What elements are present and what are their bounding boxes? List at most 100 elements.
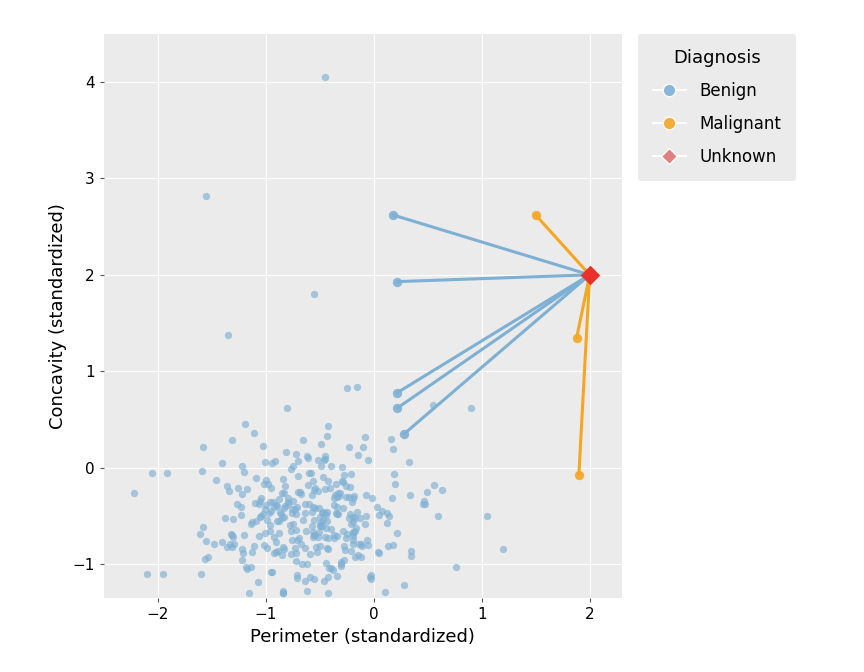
Point xyxy=(292,533,306,544)
Point xyxy=(417,495,431,506)
Point xyxy=(310,546,324,557)
Point xyxy=(293,487,307,498)
Point xyxy=(321,572,335,583)
Point xyxy=(321,542,334,553)
Point xyxy=(257,540,271,550)
Point xyxy=(314,439,328,450)
Point xyxy=(375,505,389,516)
Point xyxy=(254,493,268,503)
Point xyxy=(336,476,350,487)
Point xyxy=(337,541,351,552)
Point xyxy=(306,489,320,500)
Point xyxy=(302,499,316,509)
Point xyxy=(220,480,234,491)
Point xyxy=(321,588,334,599)
Point xyxy=(250,515,264,526)
Point xyxy=(332,509,346,519)
Point xyxy=(280,403,294,413)
Point xyxy=(356,442,370,453)
Point xyxy=(238,419,251,430)
Point xyxy=(324,523,338,534)
Point xyxy=(318,72,332,83)
Point xyxy=(291,456,305,466)
Point xyxy=(307,532,321,542)
Point xyxy=(351,507,365,517)
Point xyxy=(324,460,338,471)
Point xyxy=(402,456,416,467)
Point xyxy=(236,548,250,558)
Point xyxy=(348,526,362,537)
Point xyxy=(312,527,326,538)
Point xyxy=(249,472,263,483)
Point xyxy=(361,540,375,550)
Point xyxy=(258,475,272,486)
Point xyxy=(249,497,263,508)
Point xyxy=(334,558,347,569)
Point xyxy=(264,482,277,493)
Point xyxy=(264,567,278,578)
Point xyxy=(313,521,327,532)
Point xyxy=(284,464,298,474)
Point xyxy=(261,478,275,489)
Point xyxy=(334,561,348,572)
Point xyxy=(359,490,372,501)
Point xyxy=(319,484,333,495)
Point xyxy=(330,492,344,503)
Point xyxy=(380,517,394,528)
Point xyxy=(308,485,321,495)
Point xyxy=(365,493,378,504)
Point xyxy=(403,489,416,500)
Point xyxy=(314,511,327,522)
Point xyxy=(353,513,367,524)
Point xyxy=(252,498,266,509)
Point xyxy=(276,585,290,596)
Point xyxy=(339,480,353,491)
Point xyxy=(371,502,384,513)
Point xyxy=(427,480,441,491)
Point xyxy=(361,454,375,465)
Point xyxy=(269,456,283,466)
Point xyxy=(199,554,213,565)
Point xyxy=(354,552,368,562)
Point xyxy=(382,511,396,521)
Point xyxy=(298,542,312,553)
Point xyxy=(289,449,302,460)
Point xyxy=(358,519,372,530)
Point xyxy=(270,546,283,557)
Point xyxy=(277,503,291,513)
Point xyxy=(364,573,378,584)
Point xyxy=(290,487,304,497)
Point xyxy=(342,492,356,503)
Point xyxy=(219,513,232,523)
Point xyxy=(307,573,321,584)
Point xyxy=(426,400,440,411)
Point xyxy=(338,470,352,480)
Point xyxy=(387,468,401,479)
Point xyxy=(306,476,320,487)
Point xyxy=(225,528,238,539)
Point xyxy=(384,434,398,445)
Point xyxy=(271,516,285,527)
Point xyxy=(340,382,353,393)
Point xyxy=(326,565,340,576)
Point xyxy=(321,421,335,431)
Point xyxy=(265,458,279,468)
Point xyxy=(342,442,356,452)
Point xyxy=(289,548,303,558)
Point xyxy=(336,503,350,513)
Point xyxy=(253,512,267,523)
Point xyxy=(258,528,272,538)
Point xyxy=(240,564,254,575)
Point xyxy=(294,539,308,550)
Point xyxy=(352,550,365,560)
Point xyxy=(324,563,338,574)
Point xyxy=(199,536,213,546)
Point xyxy=(386,210,400,220)
Point xyxy=(245,547,258,558)
Point xyxy=(360,535,374,546)
Point xyxy=(321,533,335,544)
Point xyxy=(342,513,356,523)
Point xyxy=(295,515,309,526)
Point xyxy=(317,455,331,466)
Point xyxy=(252,530,266,541)
